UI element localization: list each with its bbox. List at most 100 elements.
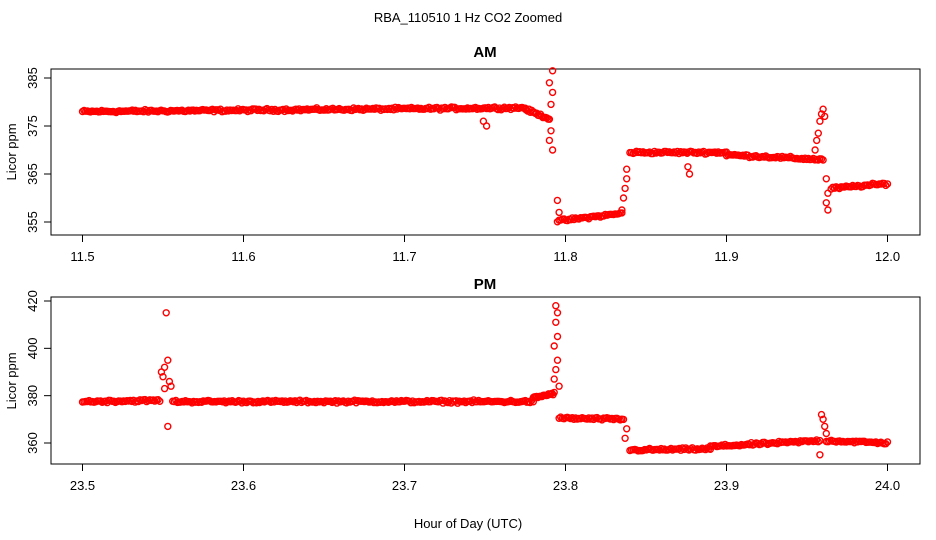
data-point: [349, 104, 358, 112]
data-point: [553, 332, 562, 341]
data-point: [819, 415, 827, 423]
x-tick-label: 11.7: [392, 249, 416, 264]
data-point: [812, 436, 821, 444]
data-point: [550, 375, 558, 383]
data-point: [291, 397, 299, 405]
x-tick-label: 24.0: [875, 478, 900, 493]
x-tick-label: 11.6: [231, 249, 255, 264]
data-point: [619, 415, 628, 424]
data-point: [811, 437, 819, 445]
y-tick-label: 360: [25, 432, 40, 454]
data-point: [553, 309, 562, 317]
data-point: [568, 214, 576, 222]
data-point: [882, 440, 890, 448]
data-point: [159, 373, 167, 381]
data-point: [811, 146, 819, 154]
panel-pm-points: [78, 302, 892, 459]
data-point: [154, 396, 162, 404]
data-point: [675, 149, 683, 158]
data-point: [623, 165, 631, 173]
data-point: [621, 434, 629, 442]
data-point: [391, 398, 399, 406]
data-point: [691, 446, 700, 454]
data-point: [822, 199, 830, 207]
data-point: [553, 196, 562, 205]
data-point: [165, 377, 174, 386]
data-point: [553, 356, 562, 364]
data-point: [821, 112, 829, 121]
data-point: [814, 129, 822, 137]
panel-am-ylabel: Licor ppm: [4, 123, 19, 180]
data-point: [813, 136, 821, 145]
y-tick-label: 375: [25, 115, 40, 137]
data-point: [736, 442, 744, 450]
panel-pm-x-axis: 23.5 23.6 23.7 23.8 23.9 24.0: [70, 463, 900, 493]
data-point: [160, 363, 169, 371]
y-tick-label: 365: [25, 163, 40, 185]
y-tick-label: 355: [25, 211, 40, 233]
data-point: [745, 441, 754, 449]
data-point: [595, 212, 603, 220]
data-point: [882, 181, 890, 190]
data-point: [618, 206, 626, 214]
data-point: [618, 209, 626, 217]
panel-am-plot-box: [50, 68, 921, 236]
y-tick-label: 420: [25, 290, 40, 312]
data-point: [545, 79, 554, 87]
data-point: [623, 425, 631, 433]
x-tick-label: 23.6: [231, 478, 256, 493]
data-point: [817, 410, 826, 419]
data-point: [500, 103, 509, 111]
data-point: [164, 356, 172, 364]
data-point: [550, 342, 558, 350]
data-point: [883, 438, 892, 446]
data-point: [650, 147, 659, 156]
figure-title: RBA_110510 1 Hz CO2 Zoomed: [374, 10, 562, 25]
x-tick-label: 11.8: [553, 249, 577, 264]
panel-am-y-axis: 355 365 375 385: [25, 67, 52, 233]
data-point: [96, 397, 105, 405]
y-tick-label: 400: [25, 337, 40, 359]
data-point: [552, 302, 560, 310]
data-point: [804, 154, 813, 163]
data-point: [824, 206, 832, 214]
data-point: [693, 149, 701, 158]
data-point: [623, 175, 631, 183]
data-point: [621, 184, 629, 193]
y-tick-label: 380: [25, 385, 40, 407]
data-point: [555, 208, 563, 217]
panel-pm-y-axis: 360 380 400 420: [25, 290, 52, 454]
data-point: [548, 67, 557, 75]
data-point: [197, 398, 206, 406]
data-point: [280, 398, 288, 406]
data-point: [830, 184, 839, 192]
x-tick-label: 23.5: [70, 478, 95, 493]
data-point: [816, 451, 824, 459]
data-point: [552, 318, 560, 326]
data-point: [824, 189, 832, 197]
figure-xlabel: Hour of Day (UTC): [414, 516, 522, 531]
panel-am-points: [78, 67, 892, 226]
data-point: [149, 396, 157, 404]
x-tick-label: 11.9: [714, 249, 738, 264]
data-point: [822, 429, 830, 438]
data-point: [872, 438, 880, 446]
panel-am-x-axis: 11.5 11.6 11.7 11.8 11.9 12.0: [70, 234, 900, 264]
data-point: [822, 175, 830, 183]
data-point: [684, 163, 692, 171]
data-point: [238, 399, 246, 407]
data-point: [548, 88, 557, 97]
data-point: [545, 136, 554, 145]
data-point: [883, 180, 892, 188]
data-point: [548, 146, 557, 154]
data-point: [156, 397, 164, 405]
data-point: [814, 156, 822, 164]
data-point: [778, 152, 786, 161]
data-point: [547, 127, 555, 135]
data-point: [685, 170, 694, 178]
x-tick-label: 23.7: [392, 478, 417, 493]
panel-am: AM Licor ppm 11.5 11.6 11.7 11.8 11.9 12.0 35…: [4, 44, 921, 264]
data-point: [819, 156, 827, 164]
data-point: [570, 215, 578, 224]
data-point: [550, 388, 558, 397]
